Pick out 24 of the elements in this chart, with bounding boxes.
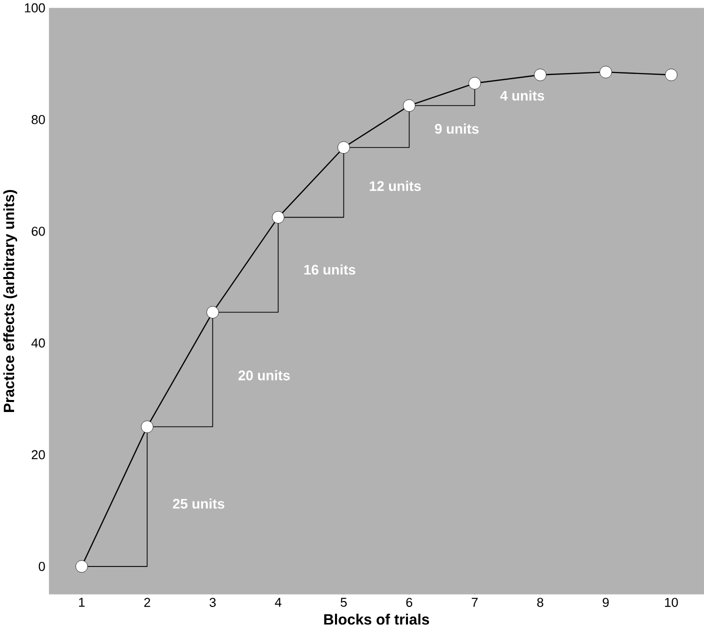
y-tick-label: 20 — [32, 450, 45, 460]
annotation: 12 units — [370, 180, 421, 192]
x-tick-label: 4 — [274, 598, 282, 607]
annotation: 4 units — [500, 90, 544, 101]
annotation: 20 units — [238, 370, 290, 380]
x-tick-label: 10 — [665, 598, 678, 607]
x-tick-label: 5 — [340, 598, 347, 607]
y-tick-label: 40 — [31, 338, 45, 348]
y-tick-label: 60 — [32, 226, 45, 236]
x-tick-label: 6 — [406, 598, 412, 607]
y-tick-label: 80 — [32, 115, 45, 124]
x-tick-label: 8 — [537, 598, 544, 607]
annotation: 25 units — [172, 498, 224, 509]
x-tick-label: 7 — [472, 598, 478, 607]
x-tick-label: 3 — [210, 598, 216, 607]
annotation: 16 units — [304, 264, 356, 275]
x-axis-title: Blocks of trials — [324, 614, 430, 625]
x-tick-label: 2 — [144, 598, 150, 607]
y-axis-title: Practice effects (arbitrary units) — [3, 190, 18, 412]
x-tick-label: 9 — [602, 598, 609, 607]
annotation: 9 units — [434, 124, 479, 134]
x-tick-label: 1 — [79, 598, 85, 607]
y-tick-label: 0 — [38, 562, 45, 571]
y-tick-label: 100 — [24, 3, 45, 12]
